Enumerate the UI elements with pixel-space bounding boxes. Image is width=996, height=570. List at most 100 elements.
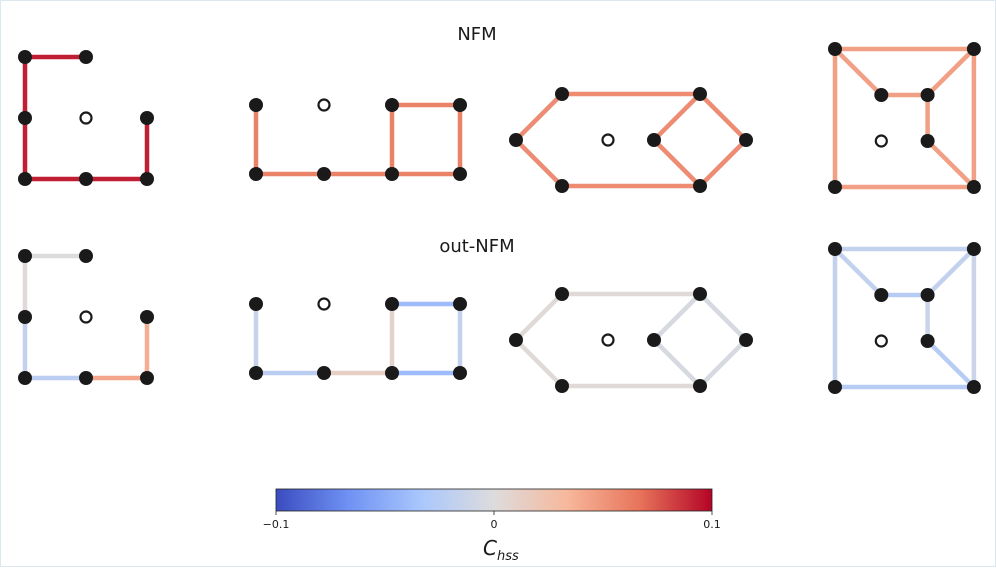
graph-node [828, 180, 842, 194]
graph-edge [514, 292, 564, 342]
graph-L-shape-nfm [18, 50, 154, 186]
graph-node [966, 242, 981, 256]
graph-square-with-tail-out-nfm [249, 297, 467, 380]
graph-square-with-tail-nfm [249, 98, 467, 181]
graph-node [317, 366, 331, 380]
graph-edge [514, 338, 564, 388]
graph-node [79, 172, 93, 186]
graph-edge [698, 92, 748, 142]
graph-node [453, 366, 467, 380]
graph-node [385, 366, 399, 380]
graph-node [555, 287, 569, 301]
graph-node [453, 98, 467, 112]
graph-node-hollow [79, 310, 93, 324]
graph-node [828, 380, 842, 394]
graph-node-hollow [874, 134, 888, 148]
graph-node [874, 288, 889, 302]
graph-node [249, 366, 263, 380]
colorbar-label-subscript: hss [497, 549, 519, 564]
graph-edge [833, 47, 883, 97]
graph-node [828, 42, 842, 56]
graph-edge [652, 138, 702, 188]
graph-node [920, 334, 935, 348]
graph-node [18, 371, 32, 385]
graph-node-hollow [317, 98, 331, 112]
graph-node [453, 297, 467, 311]
graph-hexagon-diamond-nfm [509, 87, 753, 193]
graph-node [18, 310, 32, 324]
graph-node-hollow [874, 334, 888, 348]
graph-node [18, 172, 32, 186]
graph-node [647, 133, 661, 147]
graph-node [966, 42, 981, 56]
graph-node [555, 179, 569, 193]
graph-edge [926, 339, 976, 389]
graph-node [317, 167, 331, 181]
row-title-out-nfm: out-NFM [439, 236, 514, 257]
graph-nested-square-nfm [828, 42, 981, 194]
graph-edge [514, 92, 564, 142]
graph-edge [514, 138, 564, 188]
graph-node [79, 249, 93, 263]
graphs-layer [18, 42, 981, 394]
graph-edge [652, 92, 702, 142]
graph-node [555, 379, 569, 393]
graph-node [739, 333, 753, 347]
graph-node [874, 88, 889, 102]
graph-node [555, 87, 569, 101]
colorbar: −0.1 0 0.1 Chss [263, 488, 721, 564]
graph-node [509, 133, 523, 147]
graph-edge [698, 138, 748, 188]
graph-node [647, 333, 661, 347]
graph-edge [926, 139, 976, 189]
colorbar-tick-label: −0.1 [263, 518, 290, 531]
graph-node [140, 310, 154, 324]
graph-node [920, 88, 935, 102]
graph-node [385, 167, 399, 181]
graph-node [249, 98, 263, 112]
graph-edge [926, 247, 976, 297]
graph-node [249, 167, 263, 181]
colorbar-ticks: −0.1 0 0.1 [263, 511, 721, 531]
graph-node [966, 380, 981, 394]
graph-node-hollow [601, 333, 615, 347]
graph-node [385, 98, 399, 112]
graph-edge [652, 292, 702, 342]
colorbar-tick-label: 0.1 [703, 518, 721, 531]
graph-node [140, 172, 154, 186]
colorbar-label-main: C [483, 536, 497, 560]
graph-node [920, 134, 935, 148]
graph-node [920, 288, 935, 302]
graph-node-hollow [317, 297, 331, 311]
graph-edge [698, 338, 748, 388]
graph-hexagon-diamond-out-nfm [509, 287, 753, 393]
graph-node [18, 249, 32, 263]
graph-node [18, 50, 32, 64]
graph-node [509, 333, 523, 347]
graph-node [693, 379, 707, 393]
colorbar-label: Chss [483, 536, 519, 564]
colorbar-tick-label: 0 [491, 518, 498, 531]
graph-node [79, 371, 93, 385]
graph-node [140, 371, 154, 385]
graph-node [828, 242, 842, 256]
graph-node [453, 167, 467, 181]
graph-node [385, 297, 399, 311]
graph-node [966, 180, 981, 194]
graph-node [79, 50, 93, 64]
graph-node-hollow [601, 133, 615, 147]
graph-edge [833, 247, 883, 297]
graph-node-hollow [79, 111, 93, 125]
graph-node [249, 297, 263, 311]
graph-edge [926, 47, 976, 97]
graph-node [693, 287, 707, 301]
graph-nested-square-out-nfm [828, 242, 981, 394]
graph-node [739, 133, 753, 147]
row-title-nfm: NFM [457, 24, 496, 45]
graph-edge [698, 292, 748, 342]
graph-edge [652, 338, 702, 388]
graph-node [693, 87, 707, 101]
colorbar-gradient [275, 488, 713, 512]
graph-node [18, 111, 32, 125]
